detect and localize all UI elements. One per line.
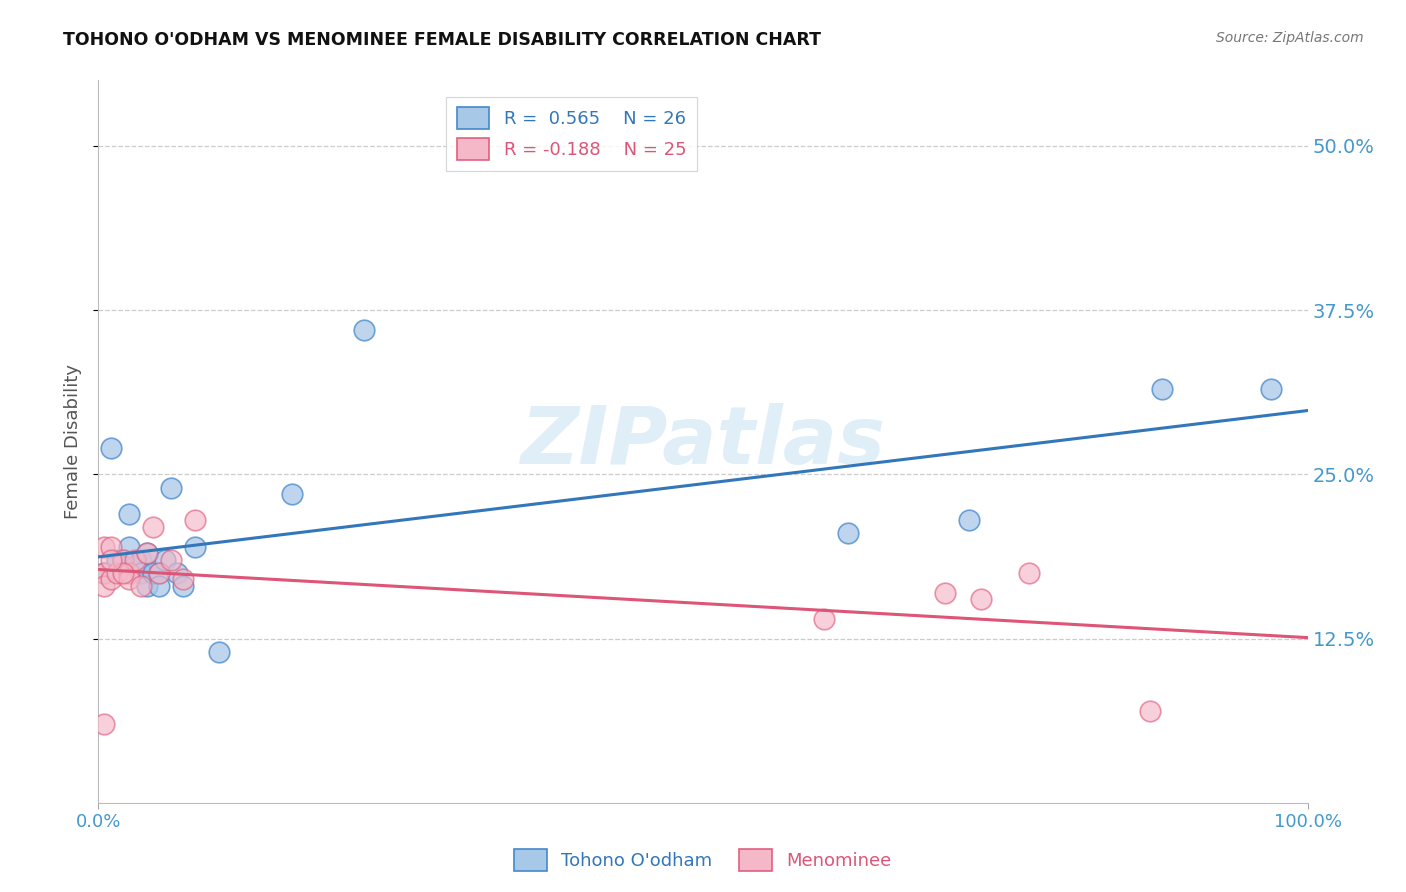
Point <box>118 573 141 587</box>
Point <box>142 520 165 534</box>
Point <box>93 717 115 731</box>
Point <box>124 553 146 567</box>
Point <box>105 553 128 567</box>
Point <box>148 566 170 580</box>
Point <box>135 546 157 560</box>
Point <box>135 546 157 560</box>
Point <box>93 540 115 554</box>
Point <box>281 487 304 501</box>
Point <box>93 566 115 580</box>
Point <box>957 513 980 527</box>
Point <box>172 579 194 593</box>
Point <box>353 323 375 337</box>
Point <box>166 566 188 580</box>
Point <box>934 585 956 599</box>
Text: TOHONO O'ODHAM VS MENOMINEE FEMALE DISABILITY CORRELATION CHART: TOHONO O'ODHAM VS MENOMINEE FEMALE DISAB… <box>63 31 821 49</box>
Point <box>129 566 152 580</box>
Point <box>100 553 122 567</box>
Point <box>813 612 835 626</box>
Point <box>148 566 170 580</box>
Point <box>160 553 183 567</box>
Y-axis label: Female Disability: Female Disability <box>65 364 83 519</box>
Legend: Tohono O'odham, Menominee: Tohono O'odham, Menominee <box>508 842 898 879</box>
Point <box>129 553 152 567</box>
Text: ZIPatlas: ZIPatlas <box>520 402 886 481</box>
Point <box>93 579 115 593</box>
Point <box>118 566 141 580</box>
Point <box>135 579 157 593</box>
Point <box>160 481 183 495</box>
Point <box>111 566 134 580</box>
Point <box>208 645 231 659</box>
Legend: R =  0.565    N = 26, R = -0.188    N = 25: R = 0.565 N = 26, R = -0.188 N = 25 <box>446 96 697 171</box>
Point <box>129 579 152 593</box>
Point <box>100 573 122 587</box>
Point <box>118 540 141 554</box>
Point <box>100 441 122 455</box>
Text: Source: ZipAtlas.com: Source: ZipAtlas.com <box>1216 31 1364 45</box>
Point <box>111 553 134 567</box>
Point <box>184 513 207 527</box>
Point <box>124 559 146 574</box>
Point <box>1152 382 1174 396</box>
Point <box>111 553 134 567</box>
Point <box>184 540 207 554</box>
Point <box>118 507 141 521</box>
Point <box>142 566 165 580</box>
Point <box>153 553 176 567</box>
Point <box>148 579 170 593</box>
Point <box>93 566 115 580</box>
Point <box>1018 566 1040 580</box>
Point <box>837 526 859 541</box>
Point <box>172 573 194 587</box>
Point <box>100 540 122 554</box>
Point <box>1139 704 1161 718</box>
Point <box>970 592 993 607</box>
Point <box>105 566 128 580</box>
Point <box>1260 382 1282 396</box>
